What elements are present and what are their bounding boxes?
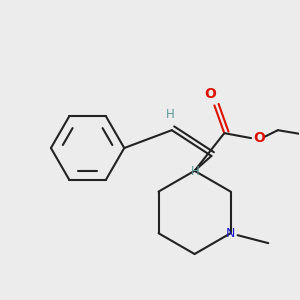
Text: H: H (165, 108, 174, 121)
Text: N: N (226, 227, 235, 240)
Text: O: O (253, 131, 265, 145)
Text: H: H (191, 165, 200, 178)
Text: O: O (205, 86, 216, 100)
